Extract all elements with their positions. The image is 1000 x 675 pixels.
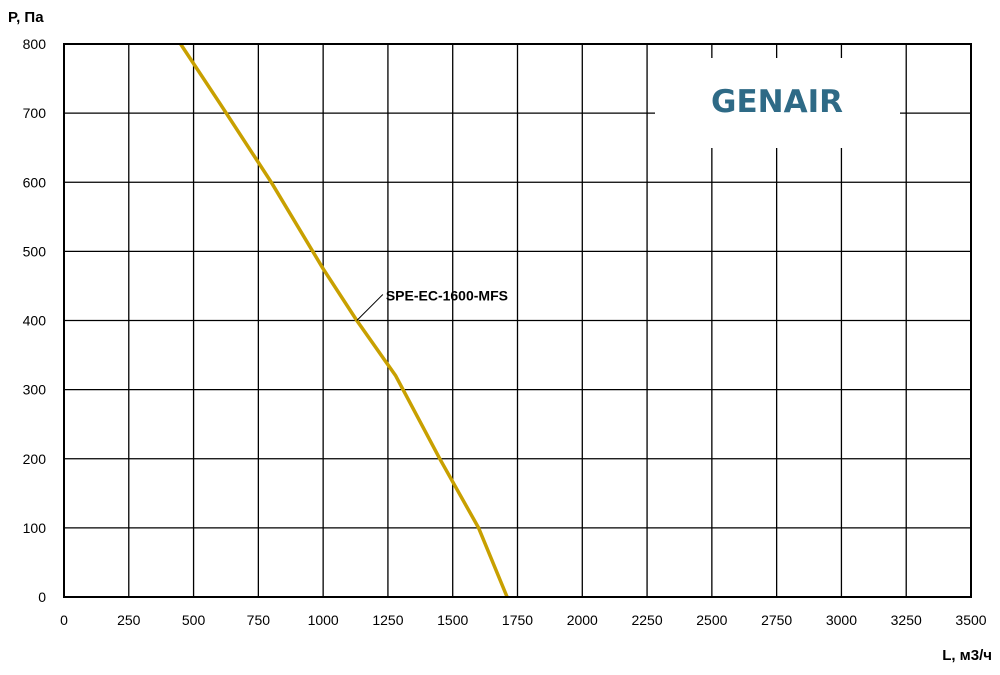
series-layer: SPE-EC-1600-MFS bbox=[179, 43, 509, 598]
x-tick-label: 1250 bbox=[372, 612, 403, 628]
genair-logo: GENAIR bbox=[711, 84, 843, 120]
x-tick-label: 500 bbox=[182, 612, 206, 628]
x-tick-label: 2750 bbox=[761, 612, 792, 628]
y-tick-label: 800 bbox=[23, 36, 47, 52]
x-tick-label: 750 bbox=[247, 612, 271, 628]
x-tick-label: 1750 bbox=[502, 612, 533, 628]
plot-frame bbox=[63, 43, 972, 598]
y-tick-label: 600 bbox=[23, 174, 47, 190]
y-tick-label: 200 bbox=[23, 451, 47, 467]
x-tick-label: 2500 bbox=[696, 612, 727, 628]
y-tick-label: 100 bbox=[23, 520, 47, 536]
logo-background bbox=[655, 58, 900, 148]
x-tick-label: 2250 bbox=[631, 612, 662, 628]
x-tick-label: 1500 bbox=[437, 612, 468, 628]
x-tick-label: 3250 bbox=[891, 612, 922, 628]
y-tick-label: 400 bbox=[23, 313, 47, 329]
x-axis-title: L, м3/ч bbox=[942, 647, 992, 664]
annotation-leader bbox=[356, 294, 384, 321]
x-tick-label: 3000 bbox=[826, 612, 857, 628]
x-tick-label: 0 bbox=[60, 612, 68, 628]
x-tick-label: 1000 bbox=[308, 612, 339, 628]
y-tick-labels: 0 100 200 300 400 500 600 700 800 bbox=[23, 36, 47, 605]
y-tick-label: 300 bbox=[23, 382, 47, 398]
series-annotation-label: SPE-EC-1600-MFS bbox=[386, 288, 508, 304]
series-line bbox=[179, 43, 509, 598]
x-tick-label: 2000 bbox=[567, 612, 598, 628]
y-axis-title: P, Па bbox=[8, 9, 44, 26]
x-tick-label: 3500 bbox=[955, 612, 986, 628]
y-tick-label: 700 bbox=[23, 105, 47, 121]
y-tick-label: 500 bbox=[23, 243, 47, 259]
x-tick-label: 250 bbox=[117, 612, 141, 628]
x-tick-labels: 0 250 500 750 1000 1250 1500 1750 2000 2250 2500 27… bbox=[60, 612, 987, 628]
y-tick-label: 0 bbox=[38, 589, 46, 605]
